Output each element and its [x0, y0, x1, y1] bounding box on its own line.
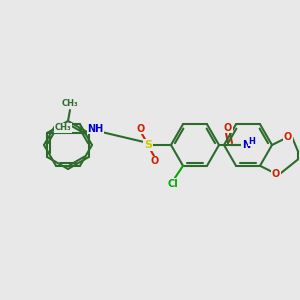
Text: H: H	[249, 136, 255, 146]
Text: O: O	[137, 124, 145, 134]
Text: O: O	[272, 169, 280, 179]
Text: CH₃: CH₃	[62, 100, 78, 109]
Text: NH: NH	[88, 124, 104, 134]
Text: O: O	[284, 132, 292, 142]
Text: O: O	[224, 123, 232, 133]
Text: CH₃: CH₃	[55, 124, 71, 133]
Text: O: O	[151, 156, 159, 166]
Text: Cl: Cl	[168, 179, 178, 189]
Text: N: N	[242, 140, 250, 150]
Text: S: S	[144, 140, 152, 150]
